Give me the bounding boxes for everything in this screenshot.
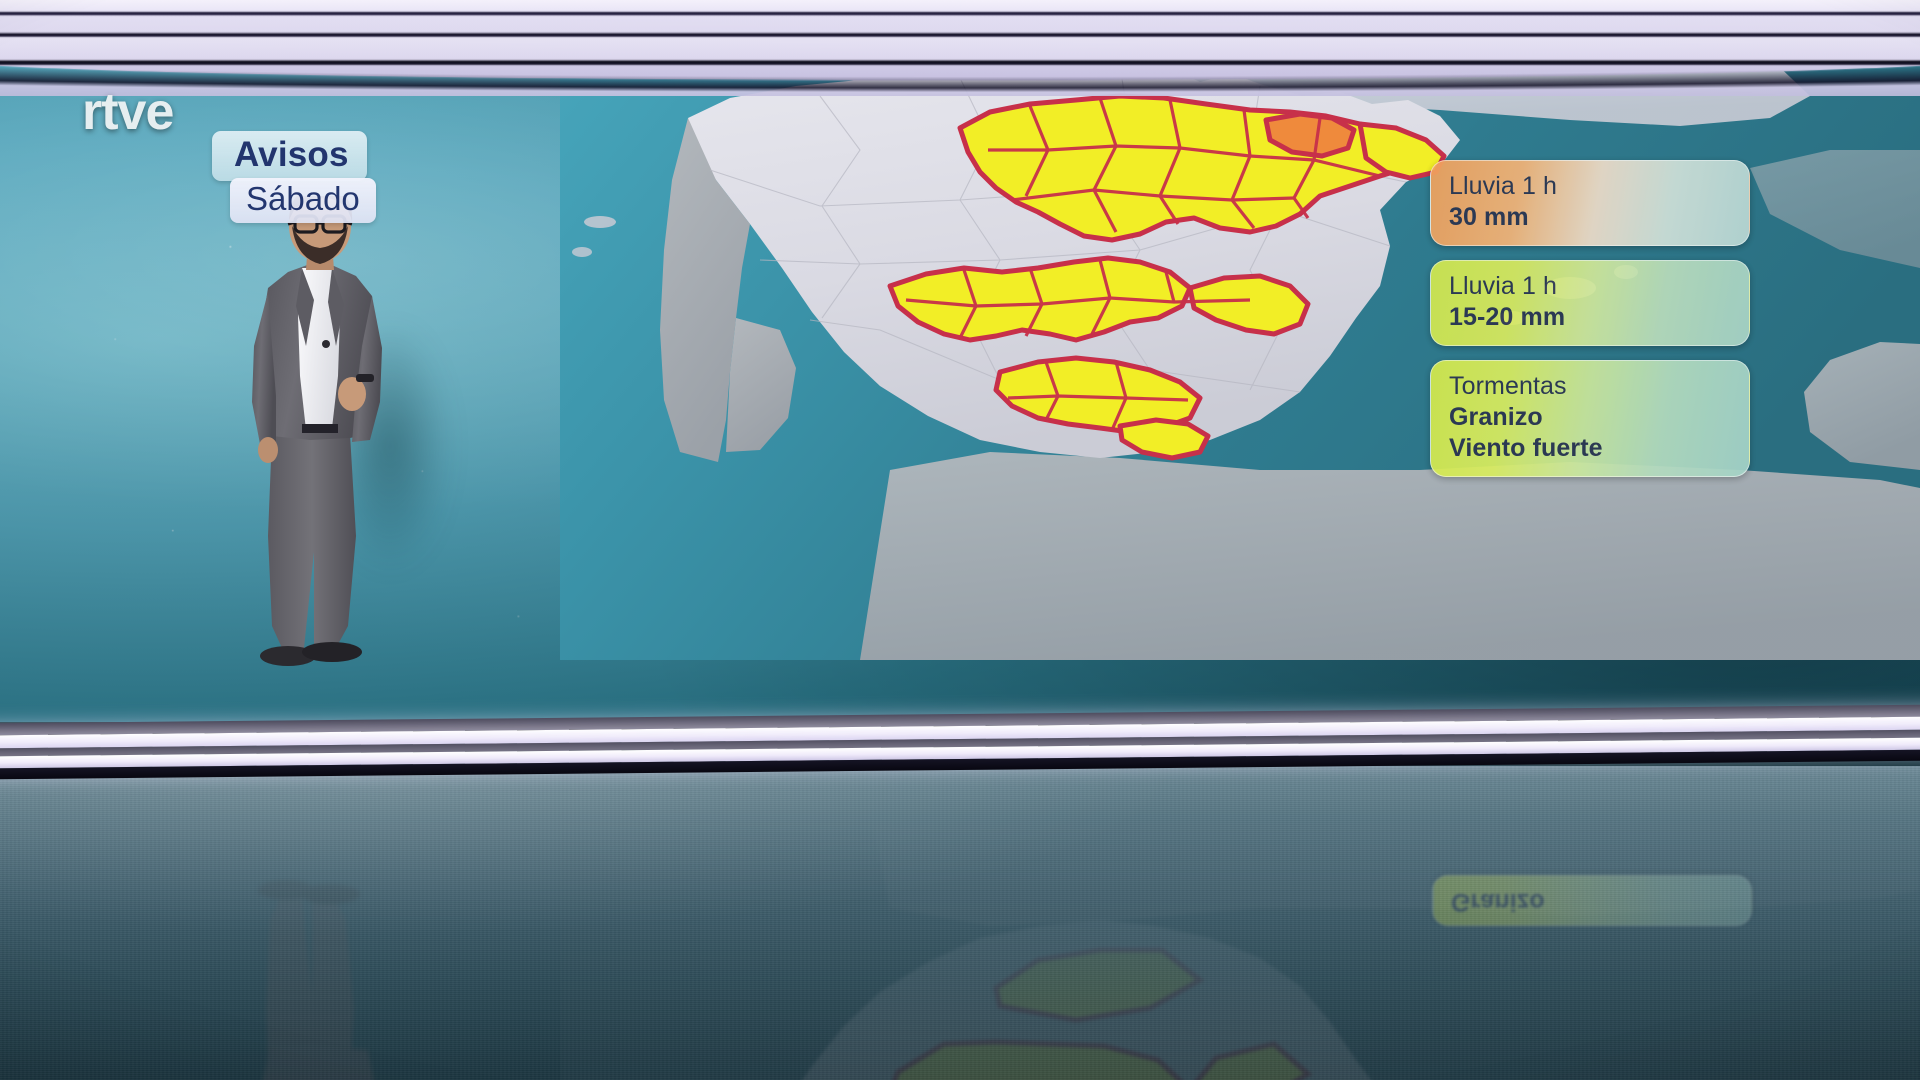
page-title: Avisos [212,131,367,181]
page-subtitle: Sábado [230,178,376,223]
legend-label-line1: Tormentas [1449,372,1567,400]
legend-label-line1: Lluvia 1 h [1449,172,1558,200]
legend-label-line3: Viento fuerte [1449,434,1603,462]
studio-floor: Granizo [0,766,1920,1080]
legend-reflection-label: Granizo [1451,888,1545,916]
presenter [210,196,420,674]
map-reflection [560,766,1920,1080]
legend-reflection: Granizo [1432,826,1752,926]
studio-ceiling [0,0,1920,81]
presenter-reflection [208,766,418,1080]
legend-item-rain-30mm[interactable]: Lluvia 1 h 30 mm [1430,160,1750,246]
program-title-block: Avisos Sábado [212,131,376,223]
rtve-logo: rtve [82,83,174,141]
legend-panel: Lluvia 1 h 30 mm Lluvia 1 h 15-20 mm Tor… [1430,160,1750,477]
legend-label-line2: 30 mm [1449,203,1529,231]
legend-item-rain-15-20mm[interactable]: Lluvia 1 h 15-20 mm [1430,260,1750,346]
legend-label-line1: Lluvia 1 h [1449,272,1558,300]
legend-label-line2: 15-20 mm [1449,303,1566,331]
legend-item-storms[interactable]: Tormentas Granizo Viento fuerte [1430,360,1750,477]
legend-label-line2: Granizo [1449,403,1543,431]
